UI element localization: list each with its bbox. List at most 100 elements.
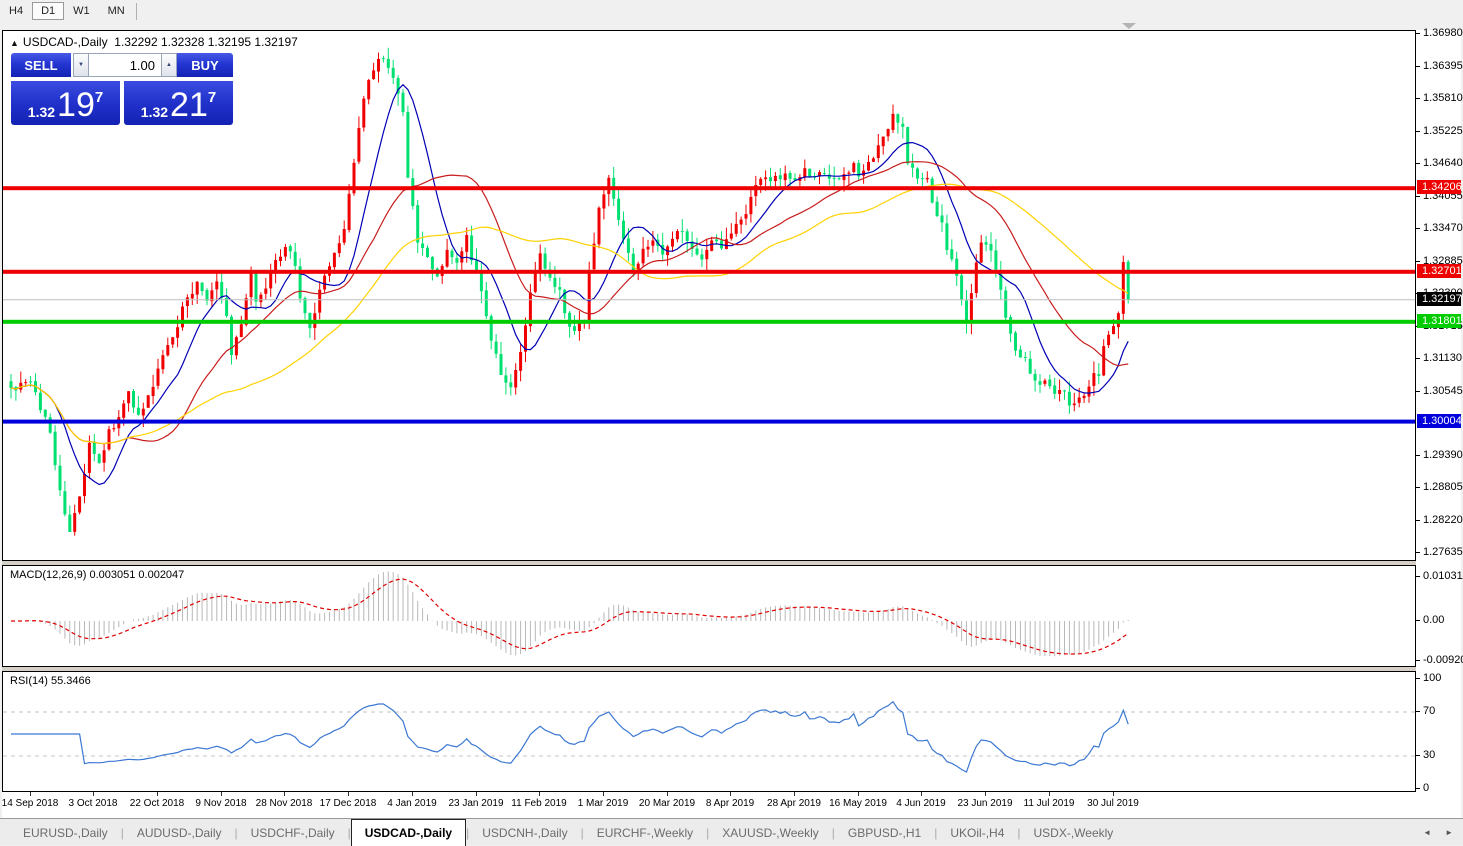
chart-title: ▲ USDCAD-,Daily 1.32292 1.32328 1.32195 1…: [10, 35, 298, 49]
tab-ukoil-h4[interactable]: UKOil-,H4: [950, 825, 1005, 840]
chart-window: ▲ USDCAD-,Daily 1.32292 1.32328 1.32195 1…: [2, 27, 1463, 818]
time-axis-label: 4 Jun 2019: [896, 798, 946, 809]
time-axis-tick: [603, 792, 604, 796]
toolbar-separator: [135, 3, 137, 20]
time-axis-tick: [476, 792, 477, 796]
price-axis-tick: [1416, 163, 1420, 164]
one-click-trade-widget: SELL ▼ 1.00 ▲ BUY 1.32 19 7 1.32 21 7: [11, 53, 233, 125]
time-axis-tick: [1113, 792, 1114, 796]
symbol-tab-bar: EURUSD-,Daily | AUDUSD-,Daily | USDCHF-,Dail…: [0, 818, 1463, 846]
time-axis-tick: [539, 792, 540, 796]
tab-gbpusd-h1[interactable]: GBPUSD-,H1: [847, 825, 922, 840]
price-axis-tick: [1416, 196, 1420, 197]
ask-price-display[interactable]: 1.32 21 7: [124, 81, 233, 125]
rsi-indicator-panel[interactable]: RSI(14) 55.3466: [2, 671, 1416, 792]
tab-usdcad-daily[interactable]: USDCAD-,Daily: [350, 819, 467, 846]
time-axis-label: 17 Dec 2018: [319, 798, 377, 809]
time-axis-label: 1 Mar 2019: [577, 798, 629, 809]
bid-price-big: 19: [57, 86, 95, 124]
tab-separator: |: [580, 825, 584, 840]
volume-decrease-button[interactable]: ▼: [73, 53, 89, 77]
macd-axis-tick: [1416, 620, 1420, 621]
price-axis-label: 1.36980: [1423, 27, 1463, 39]
tab-audusd-daily[interactable]: AUDUSD-,Daily: [136, 825, 222, 840]
timeframe-button-h4[interactable]: H4: [9, 5, 24, 17]
panel-splitter[interactable]: [2, 561, 1461, 565]
price-axis-label: 1.29390: [1423, 449, 1463, 461]
price-axis-label: 1.33470: [1423, 222, 1463, 234]
time-axis-tick: [157, 792, 158, 796]
time-axis-tick: [858, 792, 859, 796]
rsi-axis-label: 30: [1423, 749, 1436, 761]
level-price-tag: 1.34206: [1417, 180, 1462, 194]
candlestick-chart[interactable]: [3, 31, 1415, 560]
chevron-up-icon: ▲: [166, 62, 172, 68]
tab-scroll-left-icon[interactable]: ◄: [1423, 828, 1432, 837]
time-axis-label: 30 Jul 2019: [1087, 798, 1139, 809]
macd-chart[interactable]: [3, 566, 1415, 666]
tab-usdcnh-daily[interactable]: USDCNH-,Daily: [482, 825, 568, 840]
time-axis-tick: [93, 792, 94, 796]
rsi-axis-tick: [1416, 755, 1420, 756]
macd-axis-label: -0.009203: [1423, 654, 1463, 666]
sell-button[interactable]: SELL: [11, 53, 71, 77]
price-axis-tick: [1416, 520, 1420, 521]
time-axis-label: 20 Mar 2019: [638, 798, 696, 809]
bid-price-display[interactable]: 1.32 19 7: [11, 81, 120, 125]
tab-eurchf-weekly[interactable]: EURCHF-,Weekly: [596, 825, 694, 840]
time-axis-label: 28 Nov 2018: [255, 798, 313, 809]
price-axis-label: 1.28805: [1423, 481, 1463, 493]
price-axis-label: 1.30545: [1423, 385, 1463, 397]
timeframe-button-w1[interactable]: W1: [73, 5, 90, 17]
bid-price-prefix: 1.32: [27, 104, 56, 120]
price-axis-label: 1.28220: [1423, 514, 1463, 526]
price-axis-tick: [1416, 358, 1420, 359]
panel-splitter[interactable]: [2, 667, 1461, 671]
symbol-tabs: EURUSD-,Daily | AUDUSD-,Daily | USDCHF-,Dail…: [10, 819, 1126, 846]
price-axis-label: 1.35225: [1423, 125, 1463, 137]
rsi-axis-label: 70: [1423, 705, 1436, 717]
price-chart-panel[interactable]: ▲ USDCAD-,Daily 1.32292 1.32328 1.32195 1…: [2, 30, 1416, 561]
time-axis-tick: [985, 792, 986, 796]
time-axis-label: 23 Jan 2019: [448, 798, 504, 809]
volume-increase-button[interactable]: ▲: [161, 53, 177, 77]
macd-axis-tick: [1416, 660, 1420, 661]
time-axis-label: 28 Apr 2019: [767, 798, 821, 809]
price-axis[interactable]: 1.36980 1.36395 1.35810 1.35225 1.34640 1.340…: [1416, 27, 1463, 818]
timeframe-button-mn[interactable]: MN: [107, 5, 125, 17]
time-axis[interactable]: 14 Sep 2018 3 Oct 2018 22 Oct 2018 9 Nov 20…: [2, 792, 1416, 818]
time-axis-label: 23 Jun 2019: [957, 798, 1013, 809]
rsi-chart[interactable]: [3, 672, 1415, 791]
price-axis-label: 1.27635: [1423, 546, 1463, 558]
tab-usdx-weekly[interactable]: USDX-,Weekly: [1033, 825, 1114, 840]
collapse-arrow-icon[interactable]: ▲: [10, 38, 19, 48]
price-axis-tick: [1416, 391, 1420, 392]
tab-separator: |: [831, 825, 835, 840]
price-axis-label: 1.34640: [1423, 157, 1463, 169]
time-axis-tick: [1049, 792, 1050, 796]
time-axis-tick: [921, 792, 922, 796]
rsi-label: RSI(14) 55.3466: [10, 675, 91, 687]
ask-price-sup: 7: [207, 89, 217, 106]
volume-input[interactable]: 1.00: [89, 53, 161, 77]
tab-eurusd-daily[interactable]: EURUSD-,Daily: [23, 825, 108, 840]
tab-usdchf-daily[interactable]: USDCHF-,Daily: [250, 825, 335, 840]
price-axis-tick: [1416, 455, 1420, 456]
time-axis-label: 9 Nov 2018: [195, 798, 247, 809]
time-axis-tick: [30, 792, 31, 796]
time-axis-label: 3 Oct 2018: [68, 798, 118, 809]
price-axis-tick: [1416, 33, 1420, 34]
chart-ohlc-values: 1.32292 1.32328 1.32195 1.32197: [114, 35, 298, 49]
time-axis-label: 4 Jan 2019: [387, 798, 437, 809]
time-axis-tick: [794, 792, 795, 796]
tab-xauusd-weekly[interactable]: XAUUSD-,Weekly: [722, 825, 819, 840]
level-price-tag: 1.30004: [1417, 414, 1462, 428]
macd-axis-label: 0.00: [1423, 614, 1445, 626]
timeframe-button-d1[interactable]: D1: [32, 2, 65, 20]
macd-indicator-panel[interactable]: MACD(12,26,9) 0.003051 0.002047: [2, 565, 1416, 667]
buy-button[interactable]: BUY: [177, 53, 233, 77]
tab-scroll-right-icon[interactable]: ►: [1445, 828, 1453, 837]
rsi-axis-tick: [1416, 788, 1420, 789]
macd-label: MACD(12,26,9) 0.003051 0.002047: [10, 569, 185, 581]
